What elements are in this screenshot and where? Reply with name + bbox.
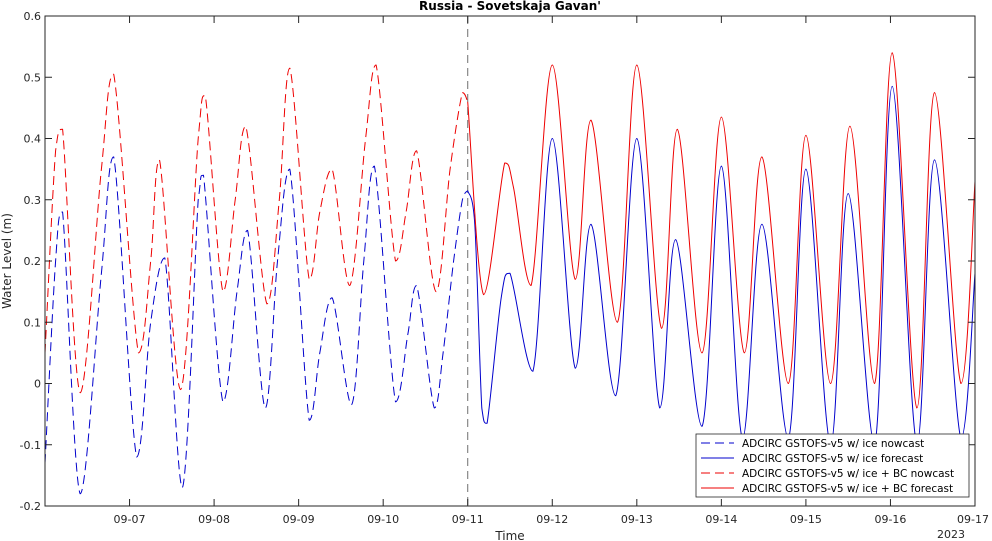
y-tick-label: -0.2 [20, 500, 41, 513]
series-group [45, 16, 975, 506]
legend-label: ADCIRC GSTOFS-v5 w/ ice + BC nowcast [742, 468, 954, 480]
x-tick-label: 09-13 [621, 513, 653, 526]
legend-label: ADCIRC GSTOFS-v5 w/ ice nowcast [742, 438, 924, 450]
y-tick-label: -0.1 [20, 439, 41, 452]
plot-area [45, 16, 975, 506]
series-line-adcirc-gstofs-v5-w-ice-bc-nowcast [45, 64, 469, 394]
x-tick-label: 09-10 [367, 513, 399, 526]
legend-box [695, 433, 970, 498]
series-line-adcirc-gstofs-v5-w-ice-nowcast [45, 156, 469, 495]
y-tick-label: 0.3 [24, 194, 42, 207]
legend-label: ADCIRC GSTOFS-v5 w/ ice forecast [742, 453, 923, 465]
y-tick-label: 0.4 [24, 133, 42, 146]
x-tick-label: 09-11 [452, 513, 484, 526]
chart-title: Russia - Sovetskaja Gavan' [419, 0, 601, 13]
x-tick-label: 09-16 [874, 513, 906, 526]
series-line-adcirc-gstofs-v5-w-ice-bc-forecast [467, 52, 975, 409]
y-tick-label: 0.1 [24, 316, 42, 329]
y-tick-label: 0 [34, 378, 41, 391]
x-tick-label: 09-12 [536, 513, 568, 526]
legend: ADCIRC GSTOFS-v5 w/ ice nowcast ADCIRC GS… [695, 433, 970, 498]
x-axis: 09-07 09-08 09-09 09-10 09-11 09-12 09-13 09-14… [114, 16, 989, 526]
y-axis-label: Water Level (m) [0, 213, 14, 309]
y-tick-label: 0.6 [24, 10, 42, 23]
x-tick-label: 09-17 [957, 513, 989, 526]
x-axis-label: Time [494, 529, 524, 541]
x-tick-label: 09-09 [283, 513, 315, 526]
x-tick-label: 09-14 [705, 513, 737, 526]
y-axis: -0.2 -0.1 0 0.1 0.2 0.3 0.4 0.5 0.6 [20, 10, 975, 513]
x-tick-label: 09-08 [198, 513, 230, 526]
y-tick-label: 0.5 [24, 71, 42, 84]
x-tick-label: 09-07 [114, 513, 146, 526]
legend-label: ADCIRC GSTOFS-v5 w/ ice + BC forecast [742, 483, 953, 495]
series-line-adcirc-gstofs-v5-w-ice-forecast [467, 85, 975, 446]
x-tick-label: 09-15 [790, 513, 822, 526]
y-tick-label: 0.2 [24, 255, 42, 268]
year-label: 2023 [937, 528, 965, 541]
